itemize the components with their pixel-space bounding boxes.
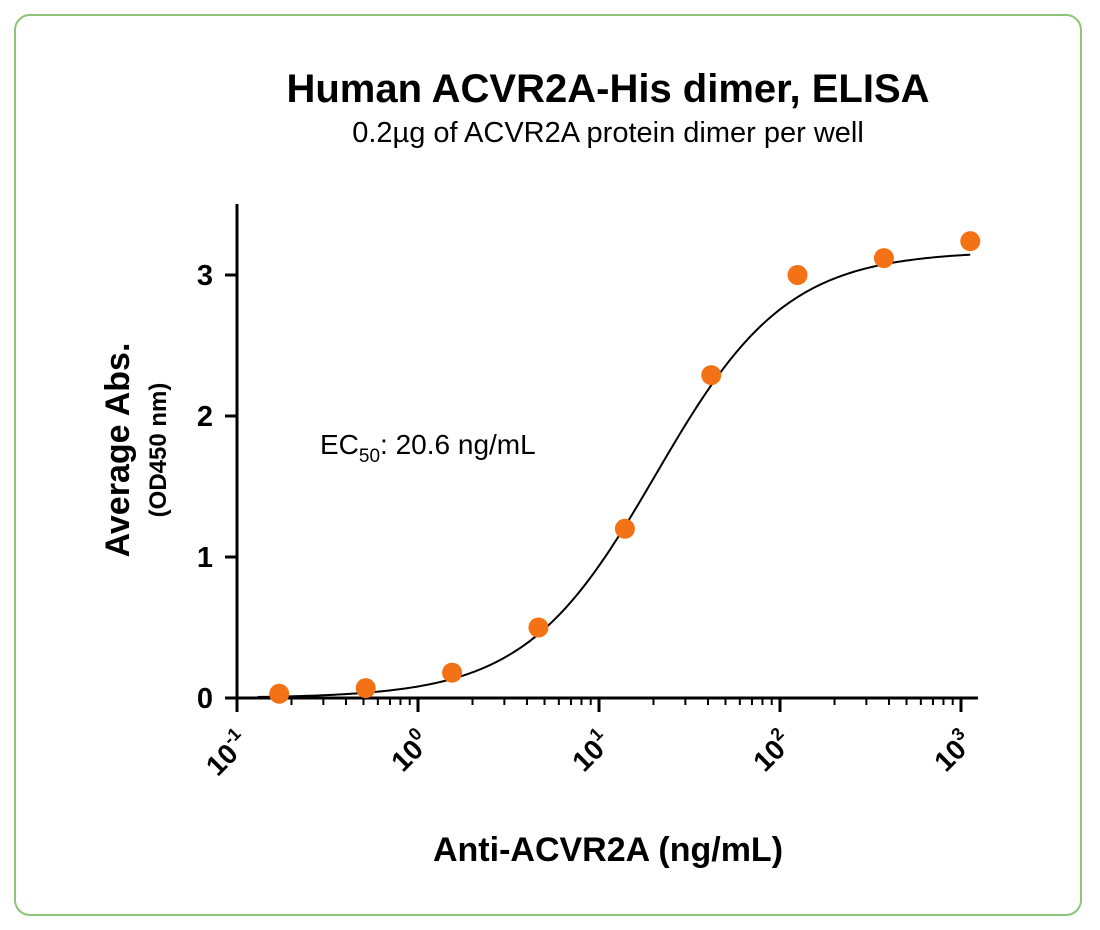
y-tick-label-2: 2 <box>197 401 213 433</box>
data-point-6 <box>787 265 808 285</box>
data-point-1 <box>355 678 376 699</box>
y-tick-label-0: 0 <box>197 683 213 715</box>
chart-title: Human ACVR2A-His dimer, ELISA <box>286 67 929 111</box>
x-tick-label-text-1: 100 <box>382 723 436 777</box>
data-point-2 <box>442 662 463 683</box>
ec50-subscript: 50 <box>359 446 380 467</box>
chart-frame <box>14 14 1082 916</box>
y-axis-label: Average Abs. <box>99 343 137 558</box>
x-tick-label-0: 10-1 <box>197 723 255 781</box>
data-point-0 <box>269 683 290 704</box>
x-tick-label-text-2: 101 <box>563 723 617 777</box>
x-tick-label-4: 103 <box>925 723 979 777</box>
fit-curve <box>257 253 971 698</box>
data-point-5 <box>701 365 722 386</box>
fit-curve-line <box>257 253 971 698</box>
x-tick-label-text-3: 102 <box>744 723 798 777</box>
x-tick-label-2: 101 <box>563 723 617 777</box>
ec50-prefix: EC <box>320 429 359 460</box>
x-tick-label-text-4: 103 <box>925 723 979 777</box>
x-tick-label-3: 102 <box>744 723 798 777</box>
data-point-4 <box>614 518 635 539</box>
y-axis-sublabel: (OD450 nm) <box>145 383 172 518</box>
data-point-7 <box>873 248 894 269</box>
data-points <box>269 231 981 704</box>
data-point-8 <box>960 231 981 252</box>
data-point-3 <box>528 617 549 638</box>
ec50-annotation: EC50: 20.6 ng/mL <box>320 429 536 467</box>
x-tick-label-text-0: 10-1 <box>197 723 255 781</box>
y-tick-label-3: 3 <box>197 260 213 292</box>
x-axis-label: Anti-ACVR2A (ng/mL) <box>433 831 783 869</box>
y-tick-label-1: 1 <box>197 542 213 574</box>
x-tick-label-1: 100 <box>382 723 436 777</box>
ec50-value: : 20.6 ng/mL <box>380 429 536 460</box>
chart-subtitle: 0.2µg of ACVR2A protein dimer per well <box>352 117 864 149</box>
